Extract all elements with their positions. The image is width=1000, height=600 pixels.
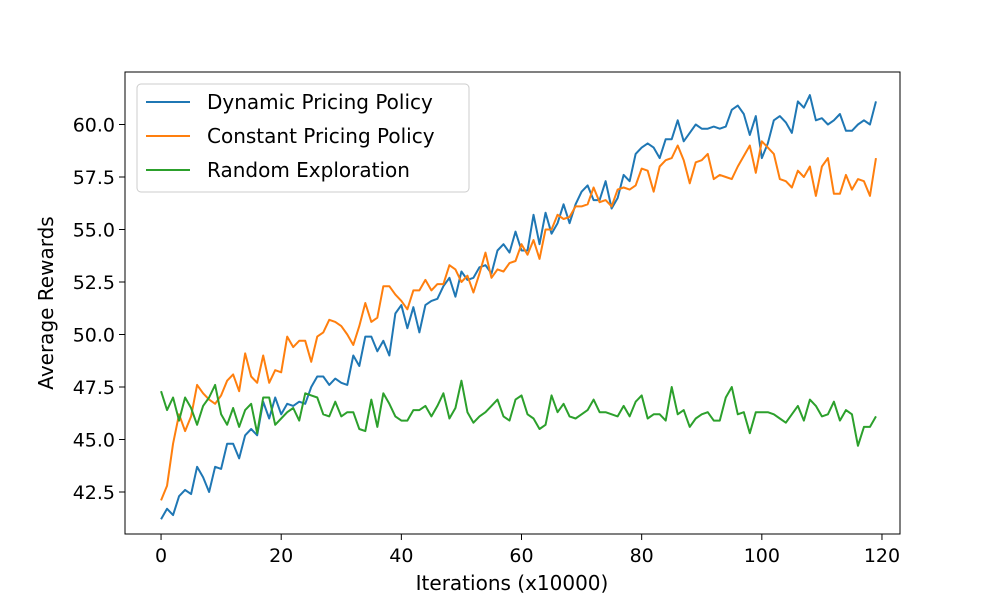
series-layer <box>160 94 877 520</box>
legend: Dynamic Pricing Policy Constant Pricing P… <box>136 83 470 193</box>
series-line-2 <box>160 140 877 501</box>
x-tick-label: 0 <box>155 545 167 567</box>
y-tick-label: 45.0 <box>73 430 115 452</box>
y-axis-label: Average Rewards <box>34 216 58 389</box>
x-tick-label: 60 <box>509 545 533 567</box>
y-axis: 42.5 45.0 47.5 50.0 52.5 55.0 57.5 60.0 <box>73 115 125 504</box>
y-tick-label: 50.0 <box>73 325 115 347</box>
x-tick-label: 100 <box>744 545 780 567</box>
y-tick-label: 57.5 <box>73 167 115 189</box>
series-line-3 <box>160 379 877 447</box>
series-line-1 <box>160 94 877 520</box>
x-axis-label: Iterations (x10000) <box>416 571 609 595</box>
legend-label-3: Random Exploration <box>207 158 410 182</box>
x-tick-label: 20 <box>269 545 293 567</box>
y-tick-label: 47.5 <box>73 377 115 399</box>
legend-label-1: Dynamic Pricing Policy <box>207 90 433 114</box>
y-tick-label: 60.0 <box>73 115 115 137</box>
x-tick-label: 120 <box>864 545 900 567</box>
x-tick-label: 80 <box>630 545 654 567</box>
y-tick-label: 52.5 <box>73 272 115 294</box>
y-tick-label: 42.5 <box>73 482 115 504</box>
legend-label-2: Constant Pricing Policy <box>207 124 435 148</box>
y-tick-label: 55.0 <box>73 220 115 242</box>
x-axis: 0 20 40 60 80 100 120 <box>155 534 900 567</box>
legend-box <box>136 83 470 193</box>
x-tick-label: 40 <box>389 545 413 567</box>
plot-frame <box>124 71 901 535</box>
